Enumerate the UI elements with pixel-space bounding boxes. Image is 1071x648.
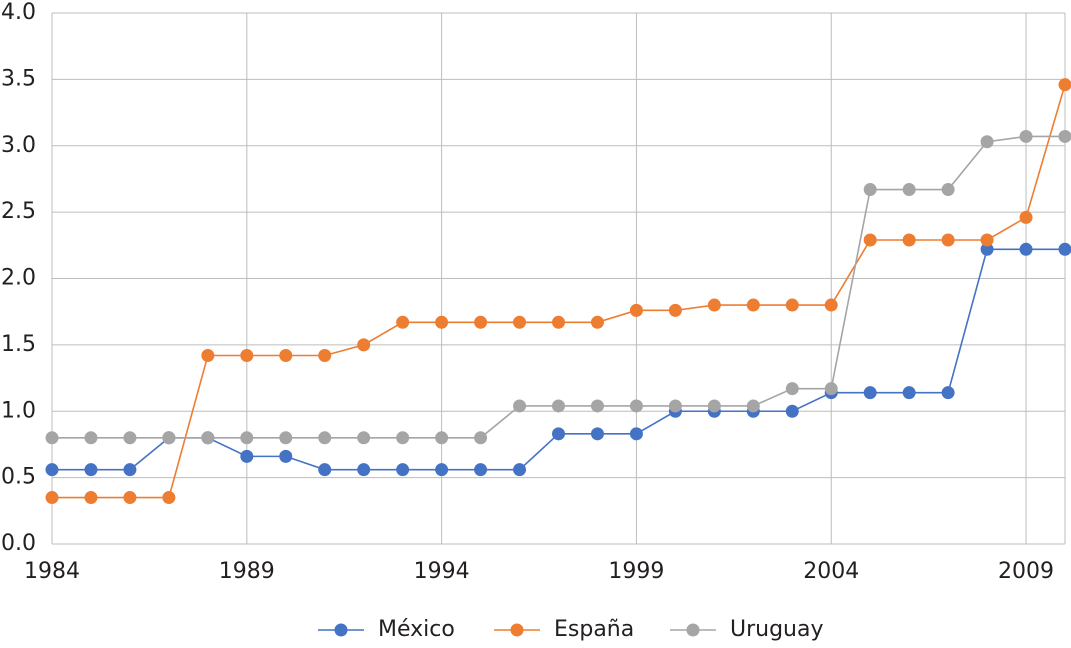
data-point xyxy=(474,316,487,329)
y-tick-label: 3.5 xyxy=(1,66,36,91)
legend-marker xyxy=(335,624,348,637)
data-point xyxy=(708,399,721,412)
data-point xyxy=(942,234,955,247)
legend-label: Uruguay xyxy=(730,617,824,642)
data-point xyxy=(279,431,292,444)
x-tick-label: 1989 xyxy=(219,559,275,584)
data-point xyxy=(123,463,136,476)
y-tick-label: 2.0 xyxy=(1,266,36,291)
data-point xyxy=(981,234,994,247)
data-point xyxy=(1020,211,1033,224)
data-point xyxy=(123,491,136,504)
data-point xyxy=(903,386,916,399)
data-point xyxy=(162,491,175,504)
data-point xyxy=(240,450,253,463)
y-tick-label: 4.0 xyxy=(1,0,36,25)
data-point xyxy=(825,299,838,312)
data-point xyxy=(669,399,682,412)
data-point xyxy=(162,431,175,444)
data-point xyxy=(46,491,59,504)
data-point xyxy=(46,463,59,476)
data-point xyxy=(864,234,877,247)
data-point xyxy=(123,431,136,444)
data-point xyxy=(318,463,331,476)
data-point xyxy=(513,463,526,476)
y-tick-label: 1.0 xyxy=(1,398,36,423)
data-point xyxy=(786,405,799,418)
data-point xyxy=(201,431,214,444)
data-point xyxy=(435,463,448,476)
x-tick-label: 1984 xyxy=(24,559,80,584)
data-point xyxy=(1059,78,1071,91)
data-point xyxy=(630,399,643,412)
data-point xyxy=(552,399,565,412)
data-point xyxy=(240,431,253,444)
data-point xyxy=(513,316,526,329)
data-point xyxy=(435,431,448,444)
data-point xyxy=(981,135,994,148)
data-point xyxy=(903,183,916,196)
data-point xyxy=(942,183,955,196)
data-point xyxy=(84,463,97,476)
x-tick-label: 2009 xyxy=(998,559,1054,584)
data-point xyxy=(474,431,487,444)
legend-label: México xyxy=(378,617,455,642)
data-point xyxy=(747,399,760,412)
data-point xyxy=(825,382,838,395)
data-point xyxy=(942,386,955,399)
data-point xyxy=(513,399,526,412)
data-point xyxy=(630,304,643,317)
data-point xyxy=(1059,243,1071,256)
data-point xyxy=(46,431,59,444)
data-point xyxy=(1059,130,1071,143)
data-point xyxy=(903,234,916,247)
y-tick-label: 0.0 xyxy=(1,531,36,556)
legend-marker xyxy=(687,624,700,637)
data-point xyxy=(201,349,214,362)
data-point xyxy=(630,427,643,440)
legend-marker xyxy=(511,624,524,637)
data-point xyxy=(786,299,799,312)
data-point xyxy=(864,183,877,196)
data-point xyxy=(279,349,292,362)
y-tick-label: 3.0 xyxy=(1,133,36,158)
x-tick-label: 1994 xyxy=(414,559,470,584)
data-point xyxy=(474,463,487,476)
data-point xyxy=(786,382,799,395)
x-tick-label: 1999 xyxy=(608,559,664,584)
data-point xyxy=(747,299,760,312)
data-point xyxy=(396,463,409,476)
data-point xyxy=(864,386,877,399)
data-point xyxy=(396,431,409,444)
data-point xyxy=(357,431,370,444)
data-point xyxy=(396,316,409,329)
y-tick-label: 2.5 xyxy=(1,199,36,224)
data-point xyxy=(318,349,331,362)
y-tick-label: 1.5 xyxy=(1,332,36,357)
data-point xyxy=(591,427,604,440)
x-tick-label: 2004 xyxy=(803,559,859,584)
data-point xyxy=(84,431,97,444)
legend-label: España xyxy=(554,617,634,642)
data-point xyxy=(669,304,682,317)
data-point xyxy=(84,491,97,504)
y-tick-label: 0.5 xyxy=(1,465,36,490)
data-point xyxy=(318,431,331,444)
data-point xyxy=(591,316,604,329)
data-point xyxy=(591,399,604,412)
data-point xyxy=(552,427,565,440)
data-point xyxy=(357,338,370,351)
data-point xyxy=(1020,243,1033,256)
data-point xyxy=(279,450,292,463)
data-point xyxy=(708,299,721,312)
data-point xyxy=(1020,130,1033,143)
data-point xyxy=(552,316,565,329)
data-point xyxy=(435,316,448,329)
data-point xyxy=(240,349,253,362)
data-point xyxy=(357,463,370,476)
